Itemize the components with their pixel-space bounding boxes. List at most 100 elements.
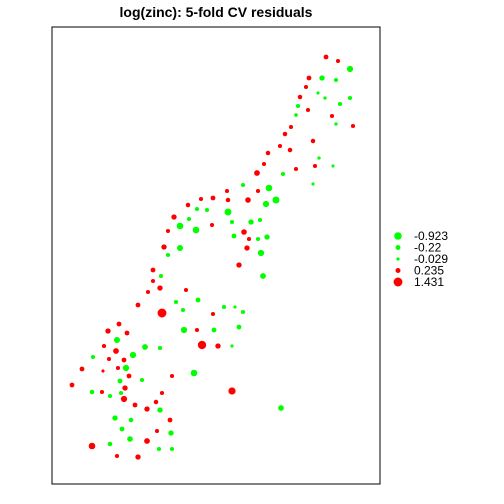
residual-point-9 bbox=[323, 96, 327, 100]
residual-point-34 bbox=[224, 188, 230, 194]
residual-point-87 bbox=[105, 328, 111, 334]
residual-point-39 bbox=[198, 196, 204, 202]
residual-point-46 bbox=[171, 214, 177, 220]
residual-point-137 bbox=[169, 446, 175, 452]
residual-point-40 bbox=[210, 195, 216, 201]
residual-point-88 bbox=[124, 330, 130, 336]
residual-point-30 bbox=[331, 164, 335, 168]
residual-point-125 bbox=[128, 417, 134, 423]
residual-point-6 bbox=[303, 84, 309, 90]
legend-label-1: -0.22 bbox=[414, 241, 442, 255]
residual-point-2 bbox=[346, 65, 354, 73]
residual-point-33 bbox=[311, 182, 315, 186]
residual-point-115 bbox=[228, 387, 236, 395]
residual-point-31 bbox=[240, 182, 246, 188]
residual-point-67 bbox=[158, 273, 164, 279]
legend-label-2: -0.029 bbox=[414, 252, 448, 266]
residual-point-75 bbox=[221, 304, 227, 310]
residual-point-86 bbox=[236, 324, 242, 330]
residual-point-110 bbox=[69, 382, 75, 388]
residual-point-118 bbox=[120, 395, 128, 403]
residual-point-101 bbox=[122, 364, 130, 372]
residual-point-48 bbox=[229, 219, 235, 225]
residual-point-89 bbox=[113, 336, 121, 344]
residual-point-25 bbox=[312, 163, 318, 169]
residual-point-12 bbox=[295, 103, 301, 109]
residual-point-21 bbox=[277, 143, 283, 149]
residual-point-92 bbox=[197, 340, 207, 350]
residual-point-129 bbox=[168, 430, 174, 436]
residual-point-24 bbox=[317, 156, 321, 160]
residual-point-66 bbox=[150, 267, 156, 273]
residual-point-132 bbox=[88, 442, 96, 450]
residual-point-112 bbox=[89, 389, 95, 395]
residual-point-85 bbox=[211, 327, 217, 333]
residual-point-74 bbox=[195, 297, 201, 303]
residual-point-38 bbox=[262, 200, 270, 208]
residual-point-0 bbox=[323, 54, 329, 60]
residual-point-59 bbox=[264, 234, 270, 240]
residual-point-63 bbox=[165, 252, 171, 258]
residual-point-55 bbox=[165, 228, 171, 234]
residual-point-41 bbox=[225, 197, 231, 203]
legend-symbol-0 bbox=[394, 232, 402, 240]
residual-point-44 bbox=[204, 207, 210, 213]
residual-point-42 bbox=[185, 202, 191, 208]
residual-point-19 bbox=[282, 131, 288, 137]
residual-point-81 bbox=[240, 309, 246, 315]
residual-point-113 bbox=[99, 389, 105, 395]
legend-symbol-3 bbox=[395, 267, 401, 274]
residual-point-60 bbox=[161, 244, 167, 250]
residual-point-123 bbox=[157, 407, 163, 413]
residual-point-65 bbox=[236, 262, 242, 268]
residual-point-27 bbox=[261, 161, 267, 167]
residual-point-99 bbox=[90, 354, 96, 360]
residual-point-20 bbox=[310, 138, 316, 144]
residual-point-121 bbox=[278, 405, 284, 411]
residual-point-79 bbox=[180, 307, 186, 313]
residual-point-10 bbox=[347, 95, 353, 101]
residual-point-13 bbox=[305, 107, 311, 113]
residual-point-16 bbox=[288, 124, 294, 130]
residual-point-76 bbox=[233, 305, 237, 309]
plot-frame bbox=[51, 26, 381, 485]
residual-point-108 bbox=[117, 378, 123, 384]
residual-point-97 bbox=[129, 351, 137, 359]
residual-point-53 bbox=[209, 222, 215, 228]
residual-point-134 bbox=[156, 446, 162, 452]
residual-point-72 bbox=[183, 287, 189, 293]
residual-point-3 bbox=[306, 75, 312, 81]
residual-point-111 bbox=[122, 385, 128, 391]
residual-point-95 bbox=[101, 343, 107, 349]
residual-point-70 bbox=[157, 285, 163, 291]
residual-point-28 bbox=[254, 170, 260, 176]
residual-point-130 bbox=[127, 436, 133, 442]
residual-point-8 bbox=[297, 94, 303, 100]
chart-title: log(zinc): 5-fold CV residuals bbox=[119, 4, 313, 20]
residual-point-135 bbox=[114, 453, 120, 459]
residual-point-47 bbox=[186, 216, 192, 222]
residual-point-117 bbox=[107, 393, 113, 399]
residual-point-4 bbox=[319, 75, 325, 81]
residual-point-62 bbox=[244, 245, 250, 251]
residual-point-131 bbox=[144, 438, 150, 444]
legend-label-0: -0.923 bbox=[414, 229, 448, 243]
residual-point-17 bbox=[350, 123, 356, 129]
residual-point-96 bbox=[113, 348, 119, 354]
residual-point-91 bbox=[157, 345, 163, 351]
residual-point-80 bbox=[210, 311, 216, 317]
residual-point-32 bbox=[265, 184, 273, 192]
residual-point-77 bbox=[135, 302, 141, 308]
residual-point-37 bbox=[245, 197, 251, 203]
residual-point-45 bbox=[224, 208, 232, 216]
residual-point-73 bbox=[173, 299, 179, 305]
residual-point-94 bbox=[230, 344, 234, 348]
bubble-points bbox=[69, 54, 356, 460]
residual-point-83 bbox=[180, 326, 188, 334]
residual-point-54 bbox=[241, 229, 247, 235]
residual-point-23 bbox=[265, 150, 271, 156]
residual-point-103 bbox=[101, 369, 105, 373]
residual-point-7 bbox=[316, 91, 320, 95]
